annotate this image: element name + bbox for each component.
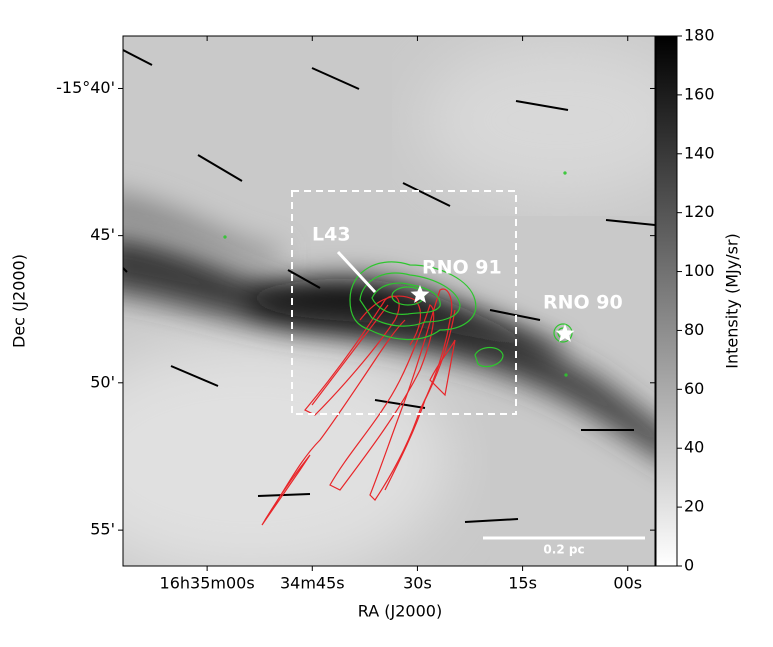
colorbar-tick-label: 100 bbox=[684, 261, 715, 280]
colorbar-tick-label: 160 bbox=[684, 84, 715, 103]
x-tick-label: 30s bbox=[403, 574, 432, 593]
colorbar bbox=[655, 35, 678, 567]
colorbar-tick-label: 140 bbox=[684, 143, 715, 162]
colorbar-tick-label: 0 bbox=[684, 556, 694, 575]
x-tick-label: 16h35m00s bbox=[160, 574, 255, 593]
pointer bbox=[336, 250, 377, 294]
x-tick-label: 00s bbox=[613, 574, 642, 593]
x-tick-label: 15s bbox=[508, 574, 537, 593]
polarization-vectors bbox=[123, 49, 655, 523]
y-tick-label: -15°40' bbox=[56, 78, 115, 97]
x-tick-label: 34m45s bbox=[280, 574, 345, 593]
y-axis-label: Dec (J2000) bbox=[10, 254, 29, 348]
colorbar-tick-label: 60 bbox=[684, 379, 704, 398]
colorbar-tick-label: 120 bbox=[684, 202, 715, 221]
annotation: RNO 91 bbox=[422, 257, 502, 279]
annotation: 0.2 pc bbox=[543, 543, 584, 557]
annotation: L43 bbox=[312, 224, 351, 246]
y-tick-label: 50' bbox=[90, 372, 115, 391]
sky-image bbox=[123, 36, 655, 566]
annotation: RNO 90 bbox=[543, 292, 623, 314]
colorbar-label: Intensity (MJy/sr) bbox=[723, 233, 742, 369]
colorbar-tick-label: 20 bbox=[684, 497, 704, 516]
x-axis-label: RA (J2000) bbox=[358, 602, 442, 621]
zoom-box bbox=[291, 190, 517, 415]
plot-frame bbox=[122, 35, 656, 567]
y-tick-label: 45' bbox=[90, 225, 115, 244]
red-contours bbox=[261, 288, 456, 526]
green-contours bbox=[223, 171, 573, 377]
star-marker bbox=[410, 285, 430, 303]
colorbar-tick-label: 80 bbox=[684, 320, 704, 339]
y-tick-label: 55' bbox=[90, 520, 115, 539]
colorbar-tick-label: 180 bbox=[684, 26, 715, 45]
colorbar-tick-label: 40 bbox=[684, 438, 704, 457]
star-marker bbox=[555, 324, 575, 342]
